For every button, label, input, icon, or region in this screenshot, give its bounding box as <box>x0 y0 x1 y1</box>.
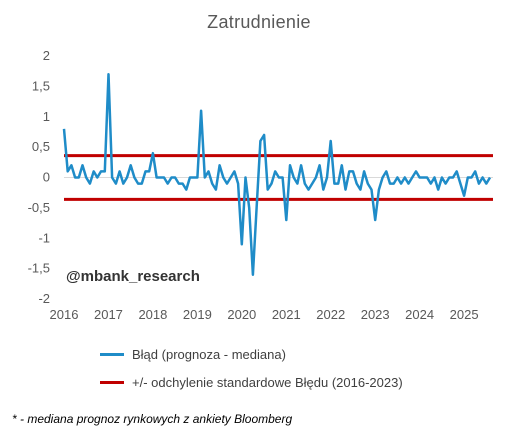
series-lines <box>62 72 493 276</box>
legend-label-stddev: +/- odchylenie standardowe Błędu (2016-2… <box>132 374 403 390</box>
y-tick-label: -1,5 <box>28 261 50 276</box>
watermark-annotation: @mbank_research <box>66 268 200 285</box>
x-tick-label: 2022 <box>316 307 345 322</box>
x-tick-label: 2017 <box>94 307 123 322</box>
y-axis-ticks: 2 1,5 1 0,5 0 -0,5 -1 -1,5 -2 <box>28 48 50 306</box>
error-series-line <box>62 72 492 276</box>
legend-swatch-stddev <box>100 380 124 384</box>
x-tick-label: 2021 <box>272 307 301 322</box>
y-tick-label: 1,5 <box>32 78 50 93</box>
y-tick-label: 2 <box>43 48 50 63</box>
y-tick-label: 1 <box>43 109 50 124</box>
legend-item-stddev: +/- odchylenie standardowe Błędu (2016-2… <box>100 373 403 391</box>
y-tick-label: -0,5 <box>28 200 50 215</box>
legend-item-error: Błąd (prognoza - mediana) <box>100 345 286 363</box>
y-tick-label: 0 <box>43 170 50 185</box>
x-tick-label: 2020 <box>227 307 256 322</box>
x-tick-label: 2019 <box>183 307 212 322</box>
x-tick-label: 2025 <box>450 307 479 322</box>
chart-title: Zatrudnienie <box>207 12 311 32</box>
x-tick-label: 2018 <box>138 307 167 322</box>
x-tick-label: 2023 <box>361 307 390 322</box>
x-tick-label: 2024 <box>405 307 434 322</box>
footnote: * - mediana prognoz rynkowych z ankiety … <box>12 412 293 426</box>
legend-swatch-error <box>100 352 124 356</box>
y-tick-label: -2 <box>38 291 50 306</box>
x-axis-ticks: 2016 2017 2018 2019 2020 2021 2022 2023 2024 2025 <box>50 307 479 322</box>
x-tick-label: 2016 <box>50 307 79 322</box>
legend-label-error: Błąd (prognoza - mediana) <box>132 346 286 362</box>
y-tick-label: -1 <box>38 230 50 245</box>
y-tick-label: 0,5 <box>32 139 50 154</box>
